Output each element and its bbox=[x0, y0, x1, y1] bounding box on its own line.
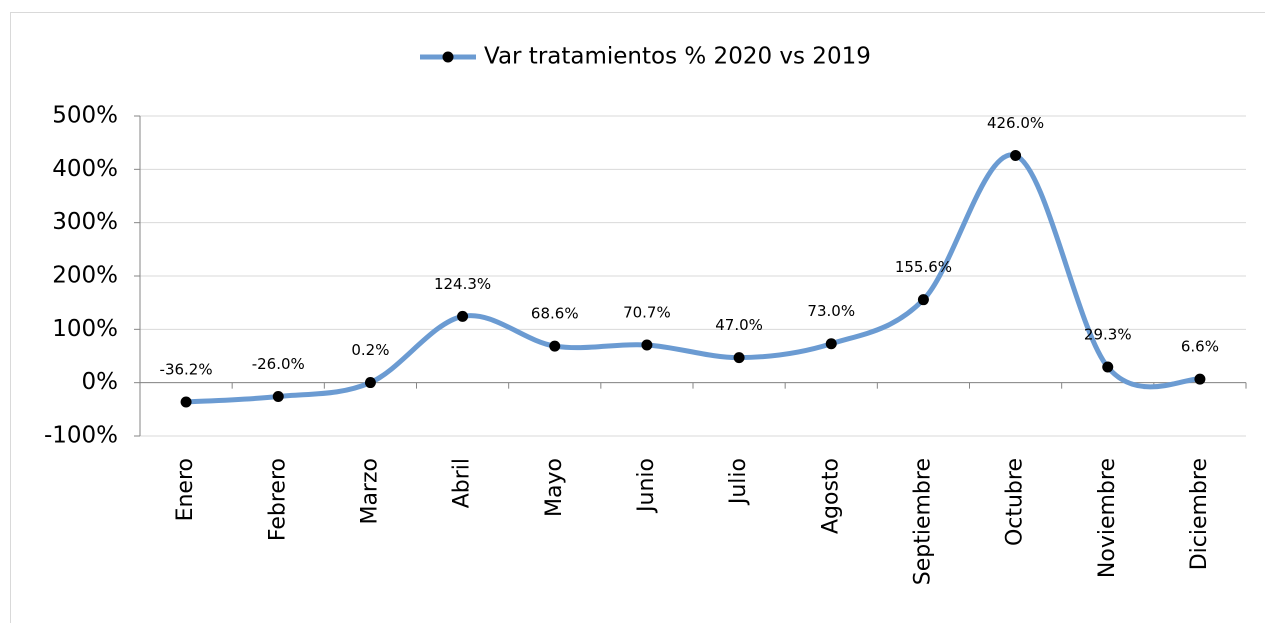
data-label: 70.7% bbox=[623, 303, 671, 321]
data-point bbox=[457, 310, 469, 322]
data-point bbox=[549, 340, 561, 352]
data-point bbox=[733, 352, 745, 364]
data-label: -36.2% bbox=[160, 360, 213, 378]
data-label: -26.0% bbox=[252, 355, 305, 373]
x-tick-label: Febrero bbox=[265, 458, 290, 541]
data-label: 426.0% bbox=[987, 114, 1044, 132]
data-label: 68.6% bbox=[531, 305, 579, 323]
x-tick-label: Agosto bbox=[818, 458, 843, 534]
legend-marker bbox=[442, 51, 454, 63]
data-label: 29.3% bbox=[1084, 326, 1132, 344]
y-tick-label: 200% bbox=[52, 263, 118, 289]
x-tick-label: Noviembre bbox=[1095, 458, 1120, 578]
data-point bbox=[641, 339, 653, 351]
data-point bbox=[917, 294, 929, 306]
data-point bbox=[1194, 373, 1206, 385]
data-label: 47.0% bbox=[715, 316, 763, 334]
x-tick-label: Junio bbox=[634, 458, 659, 514]
data-point bbox=[1010, 149, 1022, 161]
data-point bbox=[364, 377, 376, 389]
x-tick-label: Diciembre bbox=[1187, 458, 1212, 570]
x-tick-label: Mayo bbox=[542, 458, 567, 517]
y-tick-label: -100% bbox=[44, 423, 118, 449]
data-point bbox=[1102, 361, 1114, 373]
x-tick-label: Abril bbox=[450, 458, 475, 508]
x-tick-label: Marzo bbox=[357, 458, 382, 525]
x-tick-label: Octubre bbox=[1003, 458, 1028, 546]
data-point bbox=[825, 338, 837, 350]
y-tick-label: 0% bbox=[82, 369, 119, 395]
x-tick-label: Enero bbox=[173, 458, 198, 521]
y-tick-label: 300% bbox=[52, 209, 118, 235]
y-tick-label: 100% bbox=[52, 316, 118, 342]
legend-label: Var tratamientos % 2020 vs 2019 bbox=[484, 44, 871, 70]
data-label: 0.2% bbox=[351, 341, 389, 359]
data-label: 6.6% bbox=[1181, 338, 1219, 356]
data-point bbox=[272, 391, 284, 403]
x-tick-label: Julio bbox=[726, 458, 751, 506]
data-label: 73.0% bbox=[807, 302, 855, 320]
data-label: 155.6% bbox=[895, 258, 952, 276]
x-tick-label: Septiembre bbox=[910, 458, 935, 585]
chart-frame bbox=[10, 12, 1265, 623]
series-line bbox=[185, 152, 1201, 405]
y-tick-label: 400% bbox=[52, 156, 118, 182]
y-tick-label: 500% bbox=[52, 103, 118, 129]
data-point bbox=[180, 396, 192, 408]
data-label: 124.3% bbox=[434, 275, 491, 293]
